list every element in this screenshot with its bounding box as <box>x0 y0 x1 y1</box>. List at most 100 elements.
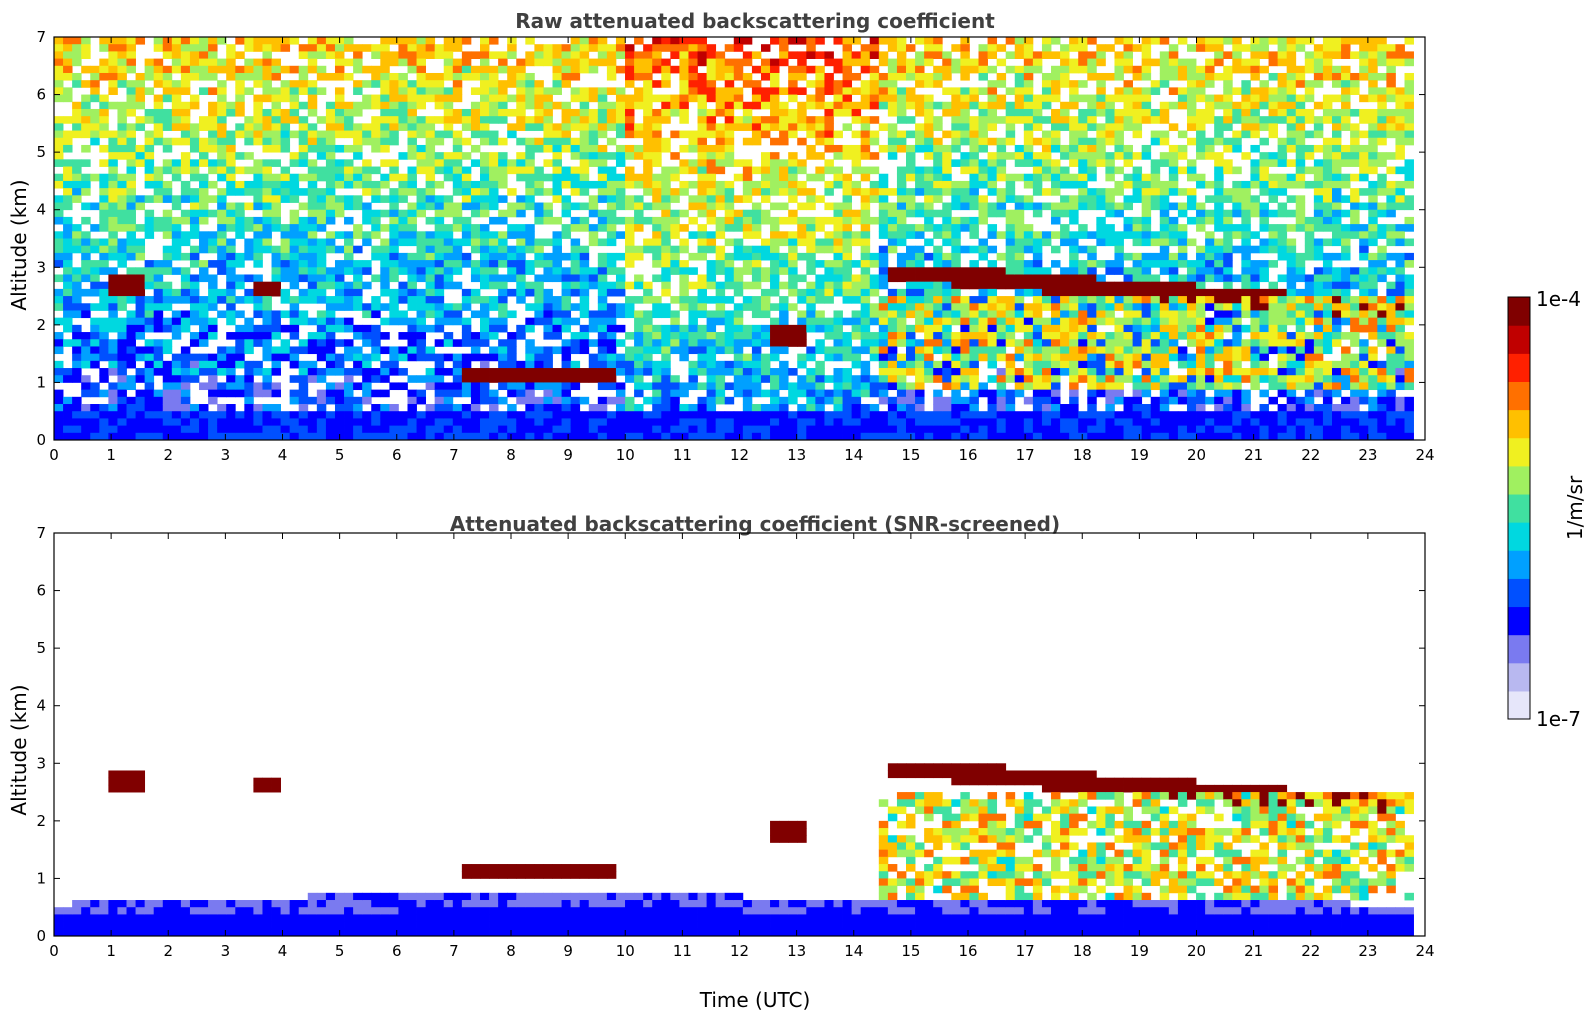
heatmap-cell <box>407 101 417 110</box>
heatmap-cell <box>443 310 454 319</box>
heatmap-cell <box>1051 137 1061 146</box>
heatmap-cell <box>90 411 100 419</box>
heatmap-cell <box>534 101 544 110</box>
heatmap-cell <box>1023 281 1034 290</box>
heatmap-cell <box>226 180 236 189</box>
heatmap-cell <box>724 296 735 304</box>
heatmap-cell <box>561 375 572 383</box>
heatmap-cell <box>217 152 227 160</box>
heatmap-cell <box>325 346 336 355</box>
heatmap-cell <box>661 44 671 52</box>
heatmap-cell <box>217 216 227 225</box>
heatmap-cell <box>842 404 853 412</box>
heatmap-cell <box>253 123 263 131</box>
heatmap-cell <box>1005 173 1016 182</box>
heatmap-cell <box>208 360 218 369</box>
heatmap-cell <box>924 216 934 225</box>
heatmap-cell <box>978 173 988 182</box>
heatmap-cell <box>126 44 136 52</box>
heatmap-cell <box>869 411 880 419</box>
heatmap-cell <box>1051 72 1061 81</box>
heatmap-cell <box>833 324 843 333</box>
heatmap-cell <box>824 324 834 333</box>
heatmap-cell <box>108 267 118 275</box>
heatmap-cell <box>489 166 499 175</box>
heatmap-cell <box>162 80 173 88</box>
heatmap-cell <box>661 58 671 67</box>
heatmap-cell <box>779 58 789 67</box>
heatmap-cell <box>779 368 789 376</box>
heatmap-cell <box>597 166 608 175</box>
heatmap-cell <box>489 245 499 254</box>
heatmap-cell <box>978 411 988 419</box>
heatmap-cell <box>706 144 717 153</box>
heatmap-cell <box>1087 58 1097 67</box>
heatmap-cell <box>380 288 390 297</box>
heatmap-cell <box>63 180 73 189</box>
heatmap-cell <box>325 166 336 175</box>
heatmap-cell <box>969 173 979 182</box>
heatmap-cell <box>452 65 463 74</box>
heatmap-cell <box>63 260 73 268</box>
heatmap-cell <box>262 339 272 347</box>
heatmap-cell <box>108 51 118 59</box>
heatmap-cell <box>452 389 463 398</box>
heatmap-cell <box>63 324 73 333</box>
heatmap-cell <box>788 267 798 275</box>
heatmap-cell <box>779 332 789 340</box>
heatmap-cell <box>489 173 499 182</box>
heatmap-cell <box>434 296 445 304</box>
heatmap-cell <box>452 58 463 67</box>
heatmap-cell <box>298 216 309 225</box>
heatmap-cell <box>543 303 553 311</box>
heatmap-cell <box>325 195 336 203</box>
heatmap-cell <box>1078 116 1088 124</box>
heatmap-cell <box>1041 324 1052 333</box>
heatmap-cell <box>588 108 599 117</box>
heatmap-cell <box>72 346 82 355</box>
heatmap-cell <box>162 44 173 52</box>
heatmap-cell <box>180 51 191 59</box>
heatmap-cell <box>842 353 853 362</box>
heatmap-cell <box>570 37 581 45</box>
heatmap-cell <box>570 238 581 247</box>
heatmap-cell <box>99 159 109 167</box>
heatmap-cell <box>90 202 100 211</box>
heatmap-cell <box>108 202 118 211</box>
heatmap-cell <box>996 72 1007 81</box>
heatmap-cell <box>679 65 689 74</box>
heatmap-cell <box>679 303 689 311</box>
heatmap-cell <box>779 339 789 347</box>
heatmap-cell <box>797 202 807 211</box>
heatmap-cell <box>244 339 254 347</box>
heatmap-cell <box>960 411 970 419</box>
heatmap-cell <box>597 411 608 419</box>
heatmap-cell <box>534 288 544 297</box>
heatmap-cell <box>262 224 272 232</box>
heatmap-cell <box>54 209 64 218</box>
heatmap-cell <box>724 346 735 355</box>
heatmap-cell <box>425 51 436 59</box>
heatmap-cell <box>525 152 535 160</box>
heatmap-cell <box>1069 137 1079 146</box>
heatmap-cell <box>724 224 735 232</box>
heatmap-cell <box>489 101 499 110</box>
heatmap-cell <box>271 324 281 333</box>
heatmap-cell <box>751 245 762 254</box>
heatmap-cell <box>652 332 662 340</box>
heatmap-cell <box>661 324 671 333</box>
heatmap-cell <box>371 353 381 362</box>
heatmap-cell <box>199 368 209 376</box>
heatmap-cell <box>878 252 889 261</box>
heatmap-cell <box>724 108 735 117</box>
heatmap-cell <box>933 101 943 110</box>
heatmap-cell <box>72 130 82 139</box>
heatmap-cell <box>1087 152 1097 160</box>
heatmap-cell <box>597 418 608 427</box>
heatmap-cell <box>126 209 136 218</box>
heatmap-cell <box>480 166 490 175</box>
heatmap-cell <box>652 310 662 319</box>
heatmap-cell <box>751 94 762 103</box>
heatmap-cell <box>1005 238 1016 247</box>
heatmap-cell <box>90 137 100 146</box>
